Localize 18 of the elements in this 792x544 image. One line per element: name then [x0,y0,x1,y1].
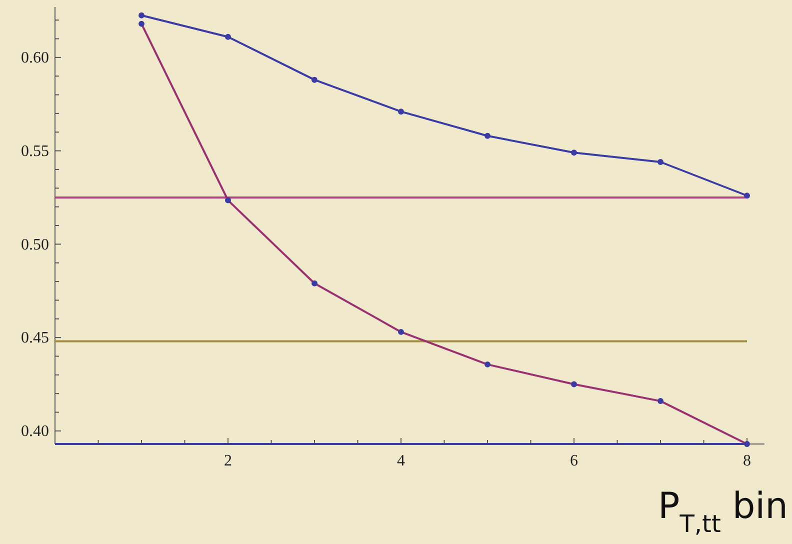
y-tick-label: 0.40 [21,423,49,440]
x-tick-label: 8 [743,452,751,470]
point [484,132,490,139]
x-tick-label: 2 [224,452,232,470]
x-tick-label: 4 [397,452,405,470]
point [138,12,144,18]
point [312,76,318,83]
point [398,108,404,115]
point [658,159,664,165]
x-tick-label: 6 [570,452,578,470]
point [571,150,577,156]
y-tick-label: 0.50 [21,236,49,254]
y-tick-label: 0.60 [21,50,49,67]
point [225,34,231,40]
point [744,192,750,199]
x-axis-title: P$_{T,tt}$ bin [658,486,788,538]
y-tick-label: 0.55 [21,142,49,160]
y-tick-label: 0.45 [21,330,49,347]
